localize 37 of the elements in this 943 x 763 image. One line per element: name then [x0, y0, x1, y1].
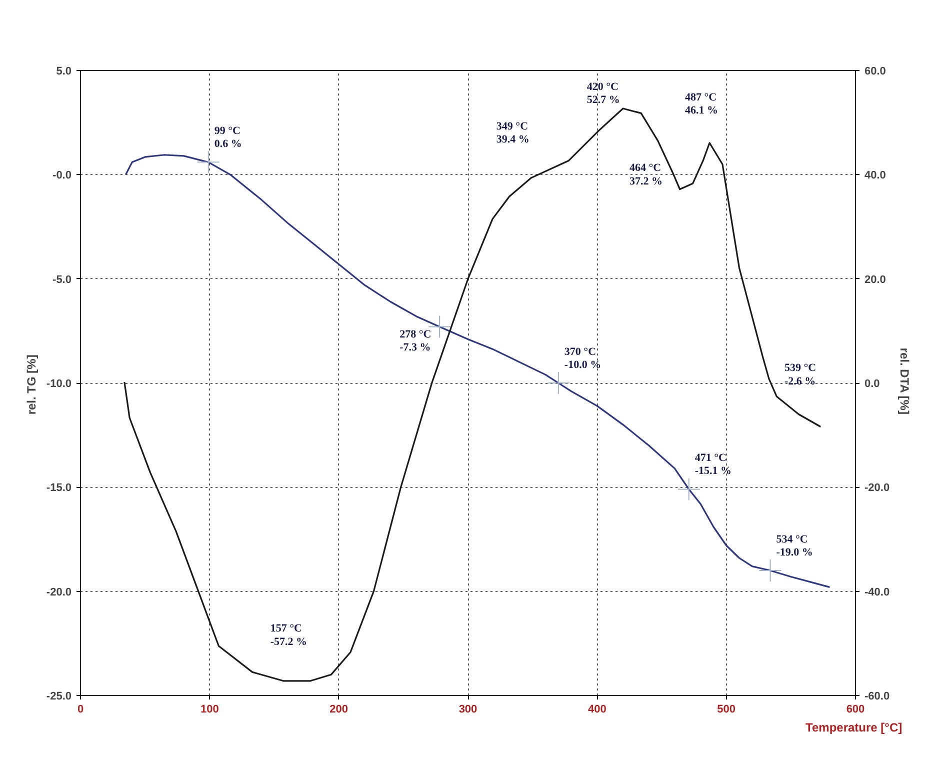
y-tick-label: -25.0 [46, 690, 72, 702]
x-tick-label: 400 [588, 704, 606, 716]
x-tick-label: 200 [330, 704, 348, 716]
y2-axis-title: rel. DTA [%] [898, 348, 912, 414]
x-tick-label: 0 [77, 704, 84, 716]
x-tick-label: 600 [846, 704, 865, 716]
annotation: 534 °C -19.0 % [776, 533, 813, 558]
y2-tick-label: -40.0 [864, 586, 890, 598]
annotation: 99 °C 0.6 % [214, 124, 242, 150]
annotation: 278 °C -7.3 % [400, 328, 432, 354]
x-tick-label: 300 [458, 704, 478, 716]
line-series [124, 108, 822, 682]
y2-tick-label: 20.0 [864, 274, 886, 286]
y-axis-title: rel. TG [%] [24, 354, 38, 415]
y-tick-label: -20.0 [46, 586, 72, 598]
y-tick-label: -5.0 [52, 274, 72, 286]
annotation: 464 °C 37.2 % [629, 162, 662, 188]
x-tick-label: 500 [717, 704, 736, 716]
annotation: 420 °C 52.7 % [586, 80, 620, 106]
line-series [124, 154, 830, 588]
y-tick-label: -15.0 [46, 482, 72, 494]
y-tick-label: 5.0 [56, 66, 72, 78]
annotation: 539 °C -2.6 % [784, 362, 816, 388]
annotation: 157 °C -57.2 % [270, 622, 308, 648]
y2-tick-label: 40.0 [864, 170, 886, 182]
y2-tick-label: 60.0 [864, 66, 886, 78]
x-axis-title: Temperature [°C] [806, 720, 902, 734]
y2-tick-label: 0.0 [864, 378, 880, 390]
annotation: 349 °C 39.4 % [496, 120, 530, 146]
annotation: 471 °C -15.1 % [694, 452, 732, 478]
y2-tick-label: -60.0 [864, 690, 890, 702]
x-tick-label: 100 [200, 704, 219, 716]
y-tick-label: -10.0 [46, 378, 72, 390]
y2-tick-label: -20.0 [864, 482, 890, 494]
annotation: 370 °C -10.0 % [564, 346, 602, 371]
annotation: 487 °C 46.1 % [685, 91, 718, 117]
y-tick-label: -0.0 [52, 170, 72, 182]
